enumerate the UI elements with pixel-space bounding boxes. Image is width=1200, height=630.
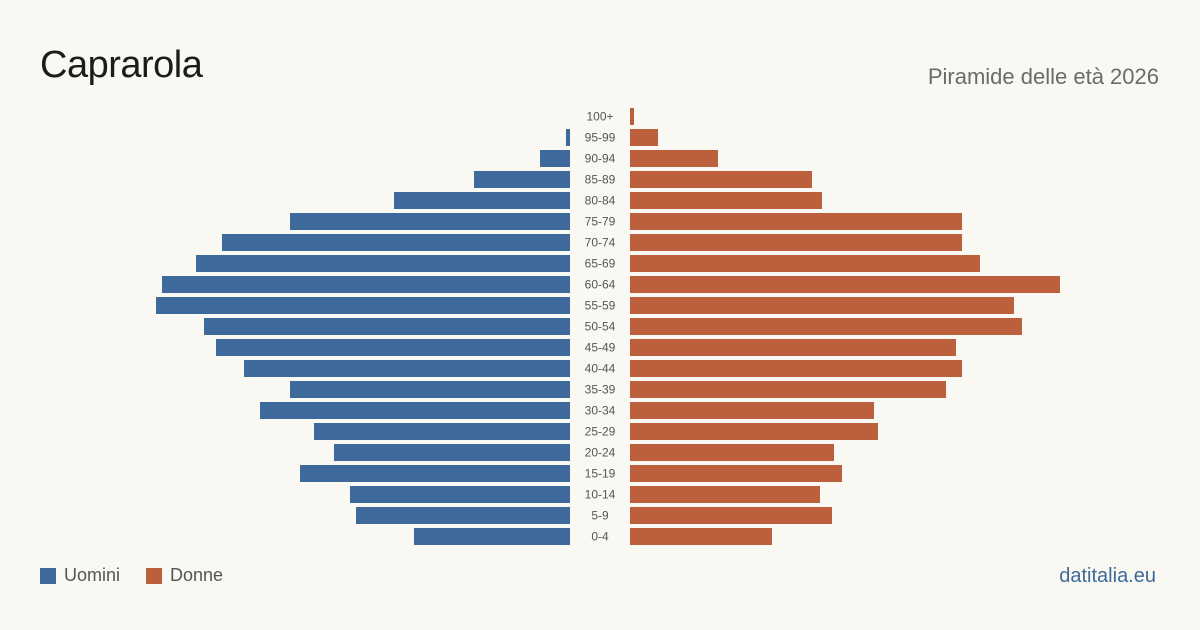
legend-swatch-women — [146, 567, 163, 584]
bar-men-15-19 — [300, 465, 570, 482]
bar-men-55-59 — [156, 297, 570, 314]
chart-legend: Uomini Donne — [40, 565, 249, 586]
bar-men-85-89 — [474, 171, 570, 188]
age-label-55-59: 55-59 — [585, 299, 616, 313]
age-label-90-94: 90-94 — [585, 152, 616, 166]
legend-item-women: Donne — [146, 565, 223, 586]
page-title: Caprarola — [40, 44, 203, 86]
bar-men-75-79 — [290, 213, 570, 230]
bar-men-5-9 — [356, 507, 570, 524]
bar-men-65-69 — [196, 255, 570, 272]
age-label-80-84: 80-84 — [585, 194, 616, 208]
legend-item-men: Uomini — [40, 565, 120, 586]
age-label-20-24: 20-24 — [585, 446, 616, 460]
age-label-30-34: 30-34 — [585, 404, 616, 418]
bar-women-60-64 — [630, 276, 1060, 293]
bar-women-90-94 — [630, 150, 718, 167]
age-label-25-29: 25-29 — [585, 425, 616, 439]
bar-women-55-59 — [630, 297, 1014, 314]
age-label-15-19: 15-19 — [585, 467, 616, 481]
bar-women-95-99 — [630, 129, 658, 146]
bar-men-0-4 — [414, 528, 570, 545]
bar-women-80-84 — [630, 192, 822, 209]
age-label-35-39: 35-39 — [585, 383, 616, 397]
bar-women-10-14 — [630, 486, 820, 503]
age-label-10-14: 10-14 — [585, 488, 616, 502]
bar-men-90-94 — [540, 150, 570, 167]
age-label-95-99: 95-99 — [585, 131, 616, 145]
bar-women-0-4 — [630, 528, 772, 545]
bar-women-35-39 — [630, 381, 946, 398]
bar-men-60-64 — [162, 276, 570, 293]
bar-men-20-24 — [334, 444, 570, 461]
bar-women-50-54 — [630, 318, 1022, 335]
bar-men-40-44 — [244, 360, 570, 377]
legend-label-men: Uomini — [64, 565, 121, 585]
bar-men-45-49 — [216, 339, 570, 356]
age-label-85-89: 85-89 — [585, 173, 616, 187]
age-label-100+: 100+ — [586, 110, 613, 124]
bar-women-5-9 — [630, 507, 832, 524]
bar-men-80-84 — [394, 192, 570, 209]
age-label-50-54: 50-54 — [585, 320, 616, 334]
bar-men-25-29 — [314, 423, 570, 440]
bar-men-95-99 — [566, 129, 570, 146]
age-label-40-44: 40-44 — [585, 362, 616, 376]
bar-women-85-89 — [630, 171, 812, 188]
bar-women-15-19 — [630, 465, 842, 482]
bar-women-45-49 — [630, 339, 956, 356]
age-label-45-49: 45-49 — [585, 341, 616, 355]
legend-swatch-men — [40, 567, 56, 584]
bar-women-100+ — [630, 108, 634, 125]
bar-women-40-44 — [630, 360, 962, 377]
bar-men-70-74 — [222, 234, 570, 251]
bar-women-20-24 — [630, 444, 834, 461]
bar-women-75-79 — [630, 213, 962, 230]
chart-subtitle: Piramide delle età 2026 — [927, 64, 1159, 89]
source-link[interactable]: datitalia.eu — [1059, 565, 1156, 587]
age-label-0-4: 0-4 — [591, 530, 609, 544]
bar-women-25-29 — [630, 423, 878, 440]
bar-women-30-34 — [630, 402, 874, 419]
age-label-75-79: 75-79 — [585, 215, 616, 229]
bar-women-65-69 — [630, 255, 980, 272]
bar-men-30-34 — [260, 402, 570, 419]
bar-men-10-14 — [350, 486, 570, 503]
bar-men-50-54 — [204, 318, 570, 335]
age-label-60-64: 60-64 — [585, 278, 616, 292]
bar-women-70-74 — [630, 234, 962, 251]
bar-men-35-39 — [290, 381, 570, 398]
legend-label-women: Donne — [170, 565, 224, 585]
age-label-5-9: 5-9 — [591, 509, 609, 523]
age-label-70-74: 70-74 — [585, 236, 616, 250]
age-label-65-69: 65-69 — [585, 257, 616, 271]
